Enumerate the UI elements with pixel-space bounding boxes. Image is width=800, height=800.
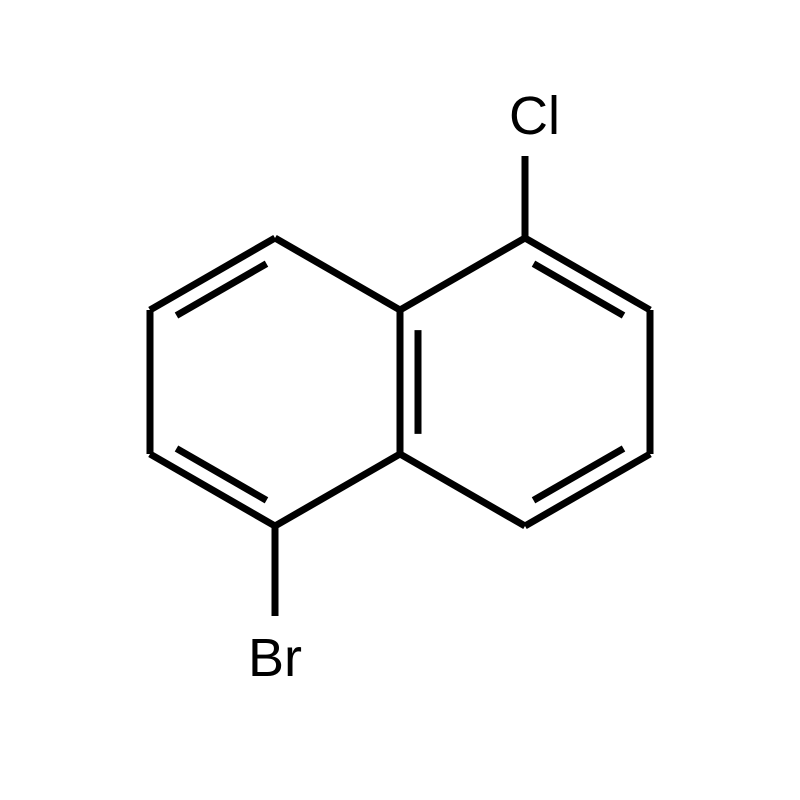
- bond-c8-c7: [150, 454, 275, 526]
- bond-c2-c3: [525, 238, 650, 310]
- bond-c4-c5: [525, 454, 650, 526]
- bond-c7-c6: [275, 454, 400, 526]
- atom-label-br: Br: [248, 628, 302, 688]
- bond-c1-c2: [400, 238, 525, 310]
- atom-label-cl: Cl: [509, 86, 560, 146]
- bond-c1-c10: [275, 238, 400, 310]
- molecule-diagram: Cl Br: [0, 0, 800, 800]
- bond-c10-c9: [150, 238, 275, 310]
- bond-c5-c6: [400, 454, 525, 526]
